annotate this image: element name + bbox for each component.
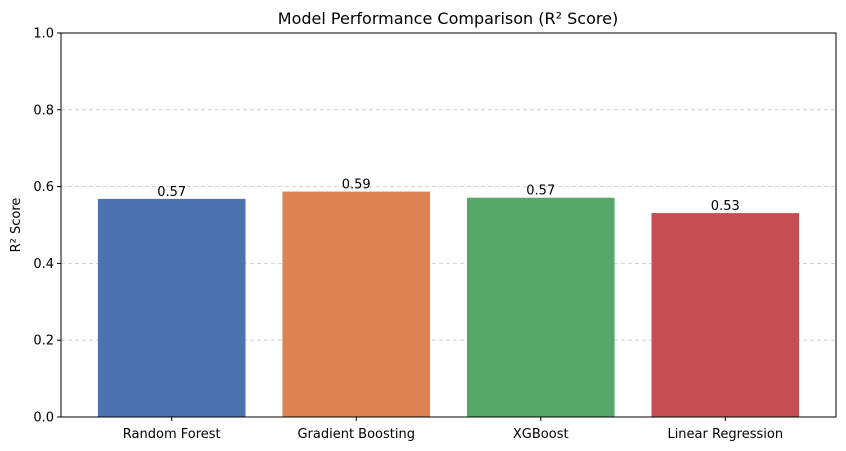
chart-title: Model Performance Comparison (R² Score) — [278, 9, 618, 28]
bar — [466, 197, 615, 417]
y-tick-label: 0.4 — [33, 257, 54, 272]
y-tick-label: 0.2 — [33, 334, 54, 349]
bar-value-label: 0.53 — [711, 199, 740, 214]
bar — [651, 213, 800, 417]
y-tick-label: 1.0 — [33, 27, 54, 42]
x-tick-label: Random Forest — [123, 427, 221, 442]
bar — [97, 198, 246, 417]
x-tick-label: XGBoost — [513, 427, 569, 442]
bar-value-label: 0.57 — [526, 184, 555, 199]
plot-frame — [60, 32, 837, 418]
axis-ticks: 0.0 0.2 0.4 0.6 0.8 1.0 Random Forest Gradient … — [33, 27, 783, 443]
y-axis-label: R² Score — [9, 198, 24, 253]
bar-value-label: 0.59 — [342, 178, 371, 193]
bars — [97, 191, 800, 417]
y-tick-label: 0.0 — [33, 411, 54, 426]
data-labels: 0.57 0.59 0.57 0.53 — [157, 178, 740, 215]
y-tick-label: 0.6 — [33, 180, 54, 195]
x-tick-label: Gradient Boosting — [297, 427, 415, 442]
y-tick-label: 0.8 — [33, 103, 54, 118]
bar-value-label: 0.57 — [157, 185, 186, 200]
bar — [282, 191, 431, 417]
x-tick-label: Linear Regression — [667, 427, 783, 442]
